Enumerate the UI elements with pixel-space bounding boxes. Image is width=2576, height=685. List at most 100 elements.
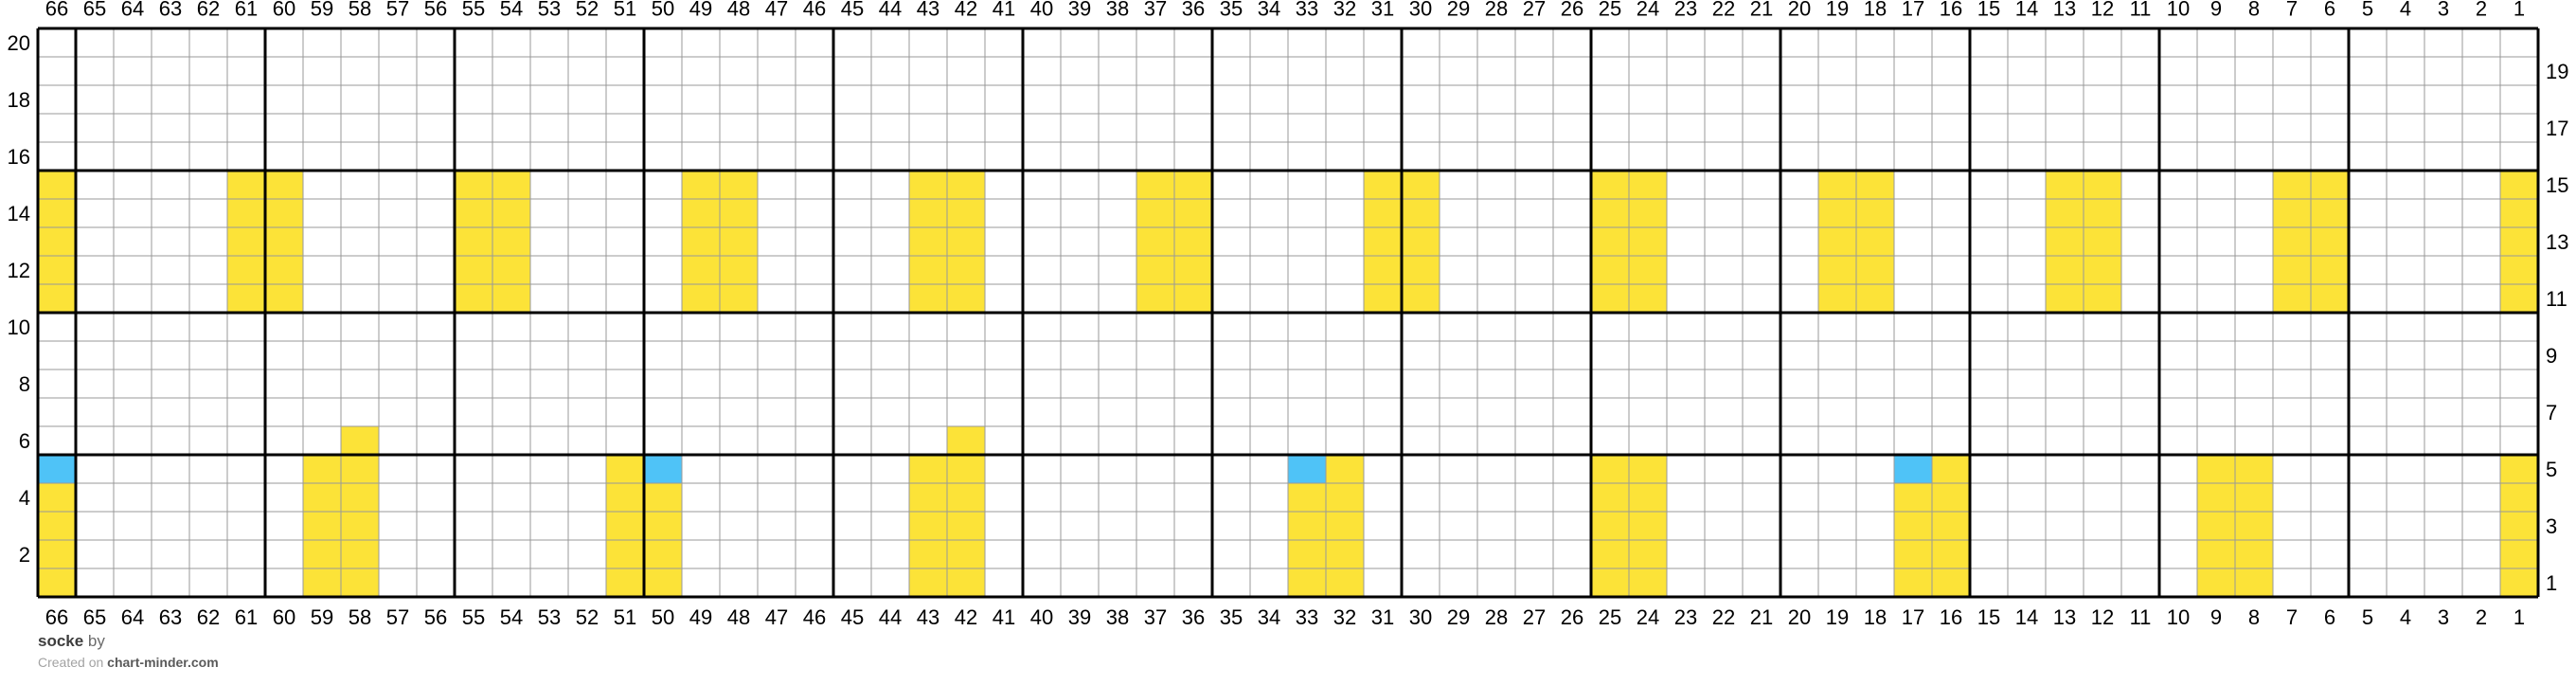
svg-text:12: 12	[2091, 0, 2114, 20]
svg-text:15: 15	[2546, 173, 2568, 197]
svg-text:1: 1	[2546, 571, 2557, 595]
svg-text:32: 32	[1333, 605, 1356, 629]
svg-text:5: 5	[2362, 605, 2373, 629]
svg-text:5: 5	[2362, 0, 2373, 20]
svg-text:43: 43	[917, 605, 939, 629]
svg-text:17: 17	[1902, 0, 1924, 20]
svg-text:31: 31	[1371, 605, 1394, 629]
svg-text:57: 57	[386, 605, 409, 629]
svg-text:11: 11	[2546, 287, 2567, 311]
svg-text:65: 65	[83, 0, 106, 20]
svg-text:59: 59	[311, 0, 333, 20]
svg-text:35: 35	[1220, 605, 1243, 629]
svg-text:7: 7	[2286, 0, 2298, 20]
svg-text:23: 23	[1674, 605, 1697, 629]
svg-text:64: 64	[121, 0, 144, 20]
svg-text:46: 46	[803, 605, 826, 629]
svg-text:53: 53	[538, 605, 561, 629]
svg-text:51: 51	[614, 605, 636, 629]
svg-text:17: 17	[1902, 605, 1924, 629]
svg-text:27: 27	[1523, 605, 1546, 629]
svg-text:66: 66	[45, 0, 68, 20]
svg-text:37: 37	[1144, 605, 1167, 629]
svg-text:39: 39	[1068, 605, 1091, 629]
svg-text:10: 10	[8, 315, 30, 339]
svg-text:53: 53	[538, 0, 561, 20]
svg-text:1: 1	[2513, 605, 2525, 629]
svg-text:61: 61	[235, 0, 258, 20]
svg-text:12: 12	[2091, 605, 2114, 629]
svg-text:26: 26	[1561, 0, 1583, 20]
svg-text:25: 25	[1599, 0, 1621, 20]
svg-text:60: 60	[273, 605, 295, 629]
svg-text:18: 18	[1864, 0, 1887, 20]
svg-text:62: 62	[197, 0, 220, 20]
svg-text:9: 9	[2546, 344, 2557, 368]
svg-text:64: 64	[121, 605, 144, 629]
svg-text:50: 50	[652, 605, 674, 629]
svg-text:3: 3	[2438, 605, 2449, 629]
svg-text:28: 28	[1485, 605, 1508, 629]
svg-text:16: 16	[8, 145, 30, 169]
svg-text:57: 57	[386, 0, 409, 20]
svg-text:22: 22	[1712, 605, 1735, 629]
svg-text:52: 52	[576, 605, 599, 629]
svg-text:7: 7	[2546, 401, 2557, 424]
svg-text:42: 42	[955, 605, 977, 629]
svg-text:47: 47	[765, 605, 788, 629]
svg-text:59: 59	[311, 605, 333, 629]
svg-text:41: 41	[993, 605, 1015, 629]
svg-text:27: 27	[1523, 0, 1546, 20]
svg-text:12: 12	[8, 259, 30, 282]
svg-text:8: 8	[19, 372, 30, 396]
svg-text:17: 17	[2546, 117, 2568, 140]
svg-text:63: 63	[159, 0, 182, 20]
svg-text:14: 14	[2015, 0, 2038, 20]
svg-text:30: 30	[1409, 0, 1432, 20]
svg-text:62: 62	[197, 605, 220, 629]
svg-text:6: 6	[2324, 0, 2335, 20]
svg-text:19: 19	[1826, 0, 1849, 20]
svg-text:19: 19	[1826, 605, 1849, 629]
svg-text:33: 33	[1296, 605, 1318, 629]
svg-text:43: 43	[917, 0, 939, 20]
svg-text:36: 36	[1182, 605, 1205, 629]
svg-text:49: 49	[689, 605, 712, 629]
svg-text:29: 29	[1447, 0, 1470, 20]
svg-text:8: 8	[2248, 605, 2260, 629]
svg-text:66: 66	[45, 605, 68, 629]
svg-text:28: 28	[1485, 0, 1508, 20]
svg-text:13: 13	[2546, 230, 2568, 254]
svg-text:44: 44	[879, 605, 902, 629]
svg-text:33: 33	[1296, 0, 1318, 20]
svg-text:50: 50	[652, 0, 674, 20]
svg-text:58: 58	[349, 605, 371, 629]
svg-text:48: 48	[727, 605, 750, 629]
svg-text:13: 13	[2053, 605, 2076, 629]
svg-text:10: 10	[2167, 605, 2190, 629]
svg-text:38: 38	[1106, 0, 1129, 20]
svg-text:52: 52	[576, 0, 599, 20]
svg-text:11: 11	[2130, 0, 2152, 20]
svg-text:44: 44	[879, 0, 902, 20]
svg-text:23: 23	[1674, 0, 1697, 20]
svg-text:40: 40	[1030, 0, 1053, 20]
svg-text:20: 20	[1788, 605, 1811, 629]
svg-text:18: 18	[1864, 605, 1887, 629]
svg-text:20: 20	[8, 31, 30, 55]
svg-text:56: 56	[424, 0, 447, 20]
svg-text:22: 22	[1712, 0, 1735, 20]
svg-text:35: 35	[1220, 0, 1243, 20]
svg-text:34: 34	[1258, 0, 1280, 20]
svg-text:15: 15	[1977, 0, 2000, 20]
svg-text:34: 34	[1258, 605, 1280, 629]
svg-text:2: 2	[2476, 605, 2487, 629]
svg-text:24: 24	[1637, 0, 1659, 20]
svg-text:32: 32	[1333, 0, 1356, 20]
svg-text:65: 65	[83, 605, 106, 629]
svg-text:45: 45	[841, 605, 864, 629]
svg-text:54: 54	[500, 605, 523, 629]
svg-text:2: 2	[2476, 0, 2487, 20]
svg-text:31: 31	[1371, 0, 1394, 20]
svg-text:3: 3	[2546, 514, 2557, 538]
